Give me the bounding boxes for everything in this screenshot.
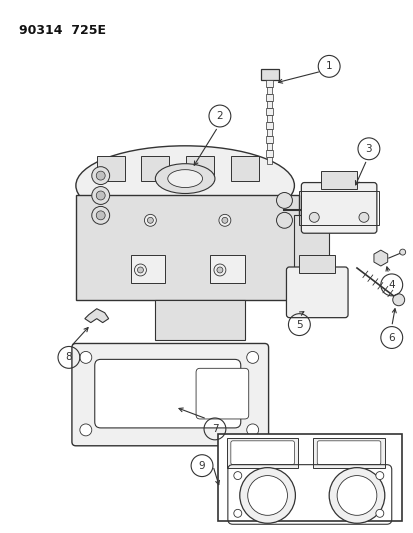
FancyBboxPatch shape bbox=[260, 69, 278, 80]
Circle shape bbox=[399, 249, 405, 255]
Circle shape bbox=[216, 267, 222, 273]
Circle shape bbox=[96, 171, 105, 180]
FancyBboxPatch shape bbox=[316, 441, 380, 465]
Text: 1: 1 bbox=[325, 61, 332, 71]
Polygon shape bbox=[85, 309, 108, 322]
Circle shape bbox=[239, 467, 295, 523]
Circle shape bbox=[233, 510, 241, 518]
Circle shape bbox=[328, 467, 384, 523]
Text: 9: 9 bbox=[198, 461, 205, 471]
Circle shape bbox=[218, 214, 230, 227]
Circle shape bbox=[80, 351, 92, 364]
Text: 7: 7 bbox=[211, 424, 218, 434]
Ellipse shape bbox=[155, 164, 214, 193]
Circle shape bbox=[134, 264, 146, 276]
Circle shape bbox=[92, 167, 109, 184]
Circle shape bbox=[214, 264, 225, 276]
Circle shape bbox=[336, 475, 376, 515]
Circle shape bbox=[309, 212, 318, 222]
FancyBboxPatch shape bbox=[196, 368, 248, 419]
FancyBboxPatch shape bbox=[266, 80, 273, 87]
FancyBboxPatch shape bbox=[266, 94, 273, 101]
Circle shape bbox=[80, 424, 92, 436]
FancyBboxPatch shape bbox=[266, 150, 273, 157]
FancyBboxPatch shape bbox=[266, 129, 272, 136]
FancyBboxPatch shape bbox=[286, 267, 347, 318]
Circle shape bbox=[147, 217, 153, 223]
FancyBboxPatch shape bbox=[95, 359, 240, 428]
FancyBboxPatch shape bbox=[266, 101, 272, 108]
Text: 2: 2 bbox=[216, 111, 223, 121]
Text: 8: 8 bbox=[66, 352, 72, 362]
Circle shape bbox=[96, 211, 105, 220]
Circle shape bbox=[144, 214, 156, 227]
FancyBboxPatch shape bbox=[266, 122, 273, 129]
Text: 4: 4 bbox=[387, 280, 394, 290]
Circle shape bbox=[137, 267, 143, 273]
FancyBboxPatch shape bbox=[266, 143, 272, 150]
Circle shape bbox=[247, 475, 287, 515]
FancyBboxPatch shape bbox=[320, 171, 356, 189]
FancyBboxPatch shape bbox=[155, 300, 244, 340]
Circle shape bbox=[276, 212, 292, 228]
Text: 6: 6 bbox=[387, 333, 394, 343]
Circle shape bbox=[92, 187, 109, 205]
FancyBboxPatch shape bbox=[294, 215, 328, 270]
Circle shape bbox=[92, 206, 109, 224]
FancyBboxPatch shape bbox=[266, 108, 273, 115]
Circle shape bbox=[96, 191, 105, 200]
Circle shape bbox=[233, 472, 241, 480]
Circle shape bbox=[276, 192, 292, 208]
Circle shape bbox=[392, 294, 404, 306]
FancyBboxPatch shape bbox=[266, 136, 273, 143]
FancyBboxPatch shape bbox=[209, 255, 244, 283]
Polygon shape bbox=[373, 250, 387, 266]
FancyBboxPatch shape bbox=[313, 438, 384, 467]
Circle shape bbox=[375, 510, 383, 518]
Circle shape bbox=[246, 351, 258, 364]
Text: 90314  725E: 90314 725E bbox=[19, 23, 106, 37]
FancyBboxPatch shape bbox=[266, 115, 272, 122]
FancyBboxPatch shape bbox=[301, 183, 376, 233]
Circle shape bbox=[221, 217, 227, 223]
FancyBboxPatch shape bbox=[230, 156, 258, 181]
Circle shape bbox=[358, 212, 368, 222]
FancyBboxPatch shape bbox=[217, 434, 401, 521]
FancyBboxPatch shape bbox=[266, 157, 272, 164]
FancyBboxPatch shape bbox=[97, 156, 124, 181]
Circle shape bbox=[375, 472, 383, 480]
FancyBboxPatch shape bbox=[299, 255, 335, 273]
FancyBboxPatch shape bbox=[72, 343, 268, 446]
FancyBboxPatch shape bbox=[141, 156, 169, 181]
Circle shape bbox=[246, 424, 258, 436]
FancyBboxPatch shape bbox=[226, 438, 298, 467]
FancyBboxPatch shape bbox=[230, 441, 294, 465]
Text: 5: 5 bbox=[295, 320, 302, 329]
Ellipse shape bbox=[76, 146, 294, 225]
FancyBboxPatch shape bbox=[76, 196, 299, 300]
FancyBboxPatch shape bbox=[130, 255, 165, 283]
Ellipse shape bbox=[167, 169, 202, 188]
FancyBboxPatch shape bbox=[186, 156, 214, 181]
Text: 3: 3 bbox=[365, 144, 371, 154]
FancyBboxPatch shape bbox=[266, 87, 272, 94]
